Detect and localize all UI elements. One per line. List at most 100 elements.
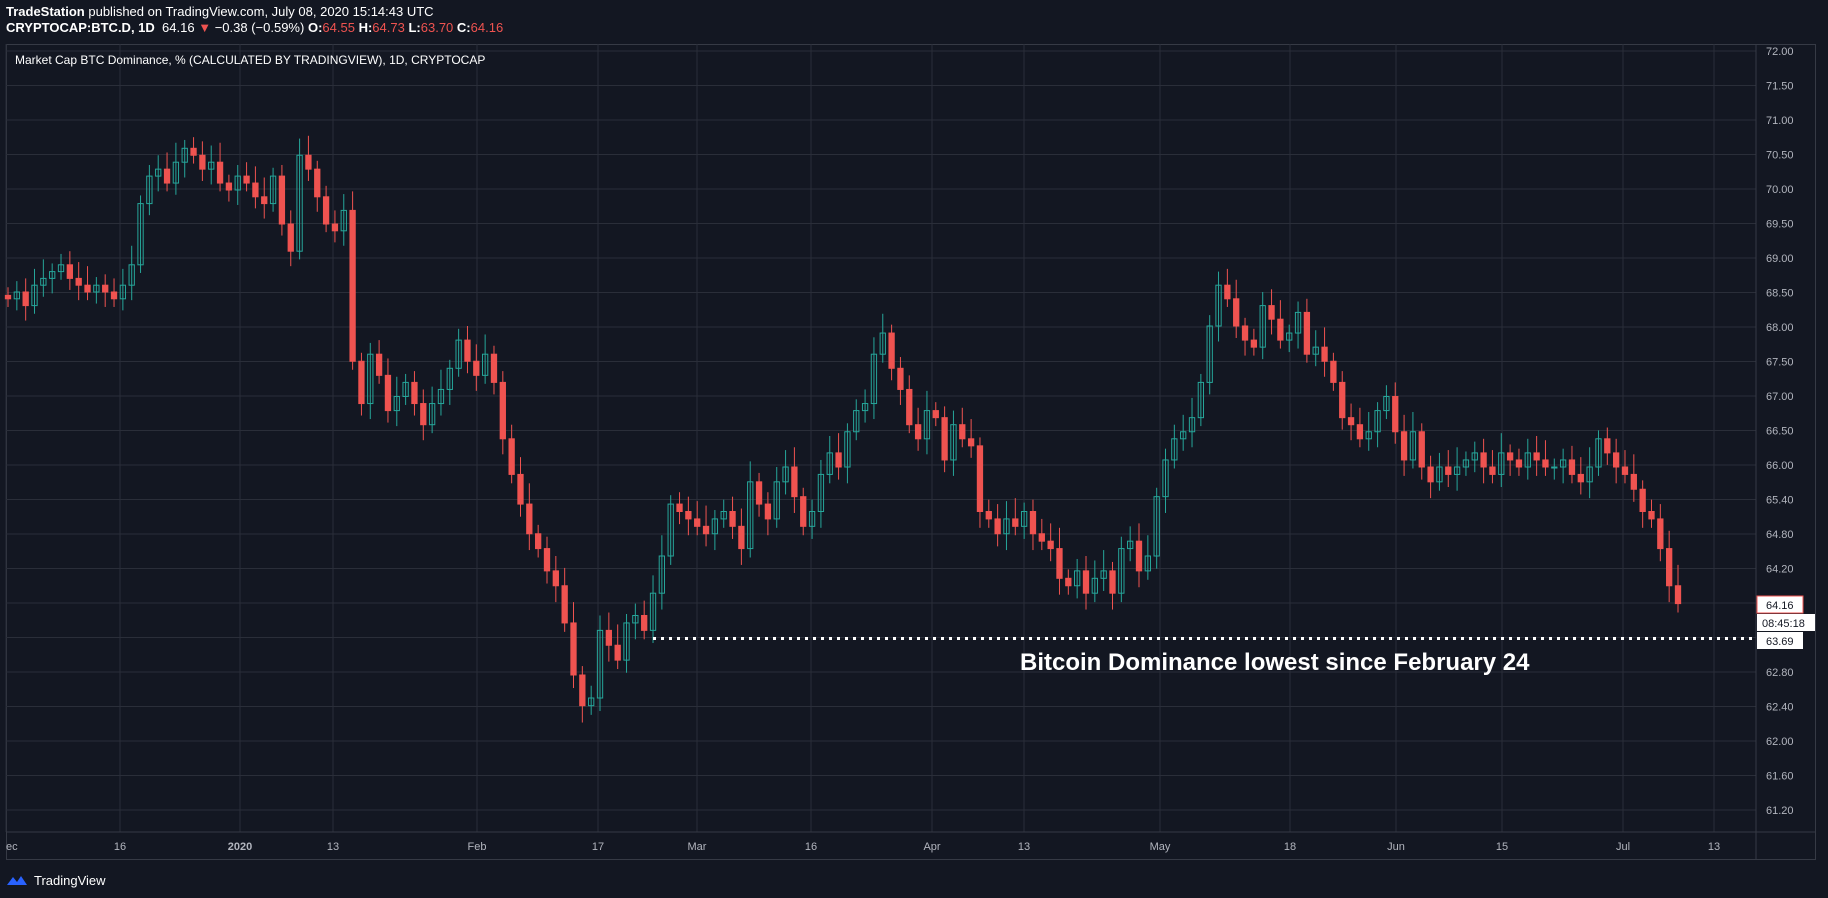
candle[interactable]: [331, 210, 339, 243]
candle[interactable]: [1409, 412, 1417, 469]
candle[interactable]: [923, 390, 931, 455]
candle[interactable]: [305, 135, 312, 181]
candle[interactable]: [428, 386, 436, 434]
candle[interactable]: [1657, 504, 1664, 562]
candle[interactable]: [172, 142, 180, 195]
candle[interactable]: [1445, 450, 1452, 488]
candle[interactable]: [941, 406, 948, 473]
candle[interactable]: [508, 424, 515, 484]
candle[interactable]: [535, 524, 542, 558]
candle[interactable]: [181, 139, 188, 178]
candle[interactable]: [1648, 499, 1655, 528]
candle[interactable]: [1100, 550, 1107, 591]
candle[interactable]: [102, 274, 109, 307]
candle[interactable]: [1347, 403, 1355, 441]
candle[interactable]: [835, 433, 842, 480]
candle[interactable]: [1471, 441, 1478, 473]
candle[interactable]: [914, 407, 922, 451]
candle[interactable]: [243, 162, 250, 192]
candle[interactable]: [1135, 523, 1143, 588]
candle[interactable]: [1604, 427, 1611, 465]
time-axis[interactable]: ec 16 2020 13 Feb 17 Mar 16 Apr 13 May 18 Jun 15 Jul 13: [6, 841, 1720, 853]
candle[interactable]: [110, 278, 118, 307]
candle[interactable]: [1082, 556, 1090, 610]
candle[interactable]: [738, 508, 745, 565]
candle[interactable]: [75, 262, 82, 301]
candle[interactable]: [1666, 530, 1673, 603]
candle[interactable]: [163, 152, 171, 192]
candle[interactable]: [1551, 458, 1558, 480]
candle[interactable]: [1303, 298, 1311, 363]
candle[interactable]: [93, 277, 100, 304]
candle[interactable]: [994, 504, 1001, 547]
candle[interactable]: [1365, 412, 1372, 451]
candle[interactable]: [1489, 450, 1496, 484]
candle[interactable]: [1091, 560, 1098, 603]
candle[interactable]: [1047, 523, 1054, 562]
candle[interactable]: [322, 185, 330, 233]
candle[interactable]: [358, 352, 365, 416]
candle[interactable]: [1233, 279, 1240, 338]
candle[interactable]: [261, 177, 268, 219]
candle[interactable]: [287, 210, 294, 267]
candle[interactable]: [1224, 268, 1231, 307]
candle[interactable]: [1506, 444, 1514, 476]
candle[interactable]: [605, 612, 612, 662]
candle[interactable]: [420, 389, 427, 441]
candle[interactable]: [1577, 457, 1584, 495]
candle[interactable]: [1215, 271, 1222, 342]
candle[interactable]: [1312, 330, 1319, 367]
candle[interactable]: [1630, 454, 1637, 502]
candle[interactable]: [119, 268, 127, 311]
candle[interactable]: [1268, 289, 1275, 335]
candle[interactable]: [296, 138, 303, 260]
candle[interactable]: [561, 567, 568, 632]
candle[interactable]: [1542, 440, 1549, 476]
candle[interactable]: [349, 191, 356, 370]
candle[interactable]: [1206, 315, 1213, 395]
candle[interactable]: [1012, 498, 1019, 536]
candle[interactable]: [632, 603, 639, 640]
candle[interactable]: [1621, 450, 1629, 484]
candle[interactable]: [1029, 499, 1037, 551]
candle[interactable]: [817, 459, 825, 528]
candle[interactable]: [31, 268, 38, 314]
candle[interactable]: [252, 166, 259, 209]
candle[interactable]: [481, 334, 489, 384]
candle[interactable]: [499, 371, 506, 455]
candle[interactable]: [155, 155, 162, 192]
candle[interactable]: [676, 492, 683, 525]
candle[interactable]: [1612, 438, 1620, 484]
candle[interactable]: [967, 419, 975, 458]
candle[interactable]: [1559, 448, 1567, 484]
candle[interactable]: [4, 287, 12, 307]
candle[interactable]: [199, 141, 206, 181]
candle[interactable]: [1462, 451, 1470, 476]
candle[interactable]: [1241, 317, 1249, 356]
candle[interactable]: [755, 472, 763, 517]
candle[interactable]: [1339, 371, 1346, 430]
candle[interactable]: [1427, 455, 1434, 499]
candle[interactable]: [13, 281, 20, 311]
candle[interactable]: [49, 263, 56, 294]
candle[interactable]: [1144, 535, 1151, 580]
candle[interactable]: [1418, 423, 1425, 480]
candle[interactable]: [1674, 564, 1682, 613]
candle[interactable]: [393, 376, 400, 427]
candle[interactable]: [1065, 569, 1072, 595]
candle[interactable]: [384, 358, 392, 423]
candle[interactable]: [614, 624, 621, 670]
candle[interactable]: [1568, 445, 1576, 484]
candle[interactable]: [1639, 480, 1646, 528]
candle[interactable]: [729, 496, 736, 539]
candle[interactable]: [314, 160, 321, 212]
candle[interactable]: [844, 423, 851, 484]
candle[interactable]: [1250, 328, 1258, 356]
candle[interactable]: [959, 407, 966, 448]
candle[interactable]: [1171, 424, 1178, 469]
candle[interactable]: [694, 501, 701, 536]
candle[interactable]: [1586, 447, 1593, 499]
candle[interactable]: [128, 245, 135, 301]
candle[interactable]: [932, 402, 939, 427]
